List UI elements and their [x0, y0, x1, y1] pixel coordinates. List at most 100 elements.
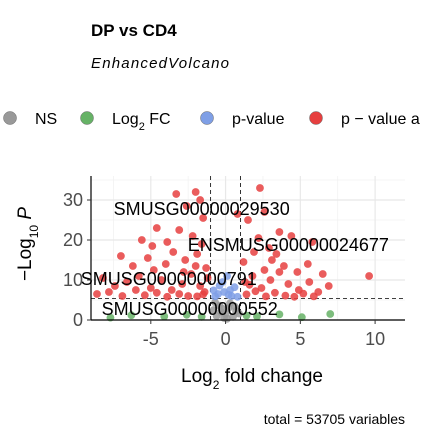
point-both	[191, 262, 200, 270]
point-both	[318, 270, 327, 278]
x-tick-label: -5	[143, 329, 159, 349]
legend-label: Log2 FC	[112, 111, 171, 133]
point-both	[184, 292, 193, 300]
point-both	[254, 234, 263, 242]
point-both	[308, 238, 317, 246]
point-both	[175, 290, 184, 298]
point-log2fc	[275, 310, 284, 319]
point-both	[179, 268, 188, 276]
point-both	[266, 276, 275, 284]
point-both	[118, 292, 127, 300]
point-both	[193, 250, 202, 258]
point-both	[203, 274, 212, 282]
legend-item-log2fc: Log2 FC	[80, 111, 171, 133]
legend-swatch	[3, 111, 17, 125]
point-both	[284, 280, 293, 288]
point-both	[196, 282, 205, 290]
point-labels: SMUSG00000029530 ENSMUSG00000024677 SMUSG0…	[81, 199, 389, 319]
point-NS	[235, 309, 243, 318]
point-both	[197, 240, 206, 248]
point-both	[188, 232, 197, 240]
point-both	[279, 262, 288, 270]
point-both	[149, 266, 158, 274]
chart-caption: total = 53705 variables	[264, 411, 405, 427]
point-both	[250, 248, 258, 256]
point-both	[248, 272, 257, 280]
point-both	[256, 184, 264, 192]
point-both	[148, 242, 157, 250]
point-both	[117, 252, 125, 260]
chart-title: DP vs CD4	[91, 21, 177, 40]
point-both	[260, 208, 269, 216]
point-both	[161, 260, 170, 268]
point-both	[128, 262, 137, 270]
legend-item-pvalue: p-value	[200, 111, 285, 128]
legend-item-NS: NS	[3, 111, 57, 128]
point-both	[251, 287, 260, 296]
point-both	[260, 266, 269, 274]
point-NS	[218, 304, 227, 313]
point-pvalue	[233, 292, 242, 301]
point-both	[187, 270, 196, 278]
point-log2fc	[160, 312, 169, 321]
legend-label: NS	[35, 111, 57, 128]
point-both	[140, 291, 149, 300]
point-both	[239, 258, 248, 266]
y-tick-label: 20	[63, 230, 83, 250]
point-both	[275, 268, 284, 276]
point-pvalue	[223, 272, 231, 280]
point-both	[131, 286, 140, 294]
point-both	[257, 284, 266, 292]
legend-label: p-value	[232, 111, 285, 128]
data-points	[93, 184, 374, 323]
point-both	[169, 248, 178, 256]
point-both	[303, 260, 312, 268]
point-log2fc	[242, 311, 251, 320]
point-both	[265, 244, 273, 252]
point-both	[167, 286, 176, 294]
point-both	[193, 292, 202, 301]
legend-swatch	[309, 111, 323, 125]
point-both	[196, 196, 205, 204]
point-both	[122, 278, 131, 286]
point-both	[275, 228, 284, 236]
point-both	[268, 256, 276, 264]
point-both	[178, 280, 187, 288]
point-both	[137, 236, 146, 244]
legend-label: p − value a	[341, 111, 420, 128]
legend-swatch	[200, 111, 214, 125]
x-tick-label: 0	[221, 329, 231, 349]
point-pvalue	[224, 290, 233, 299]
point-both	[93, 290, 101, 298]
point-both	[163, 238, 172, 246]
point-log2fc	[127, 311, 136, 320]
point-both	[181, 256, 190, 264]
point-both	[202, 264, 211, 272]
point-both	[157, 276, 166, 284]
point-log2fc	[253, 312, 261, 321]
point-both	[111, 282, 119, 290]
point-both	[99, 274, 107, 282]
point-both	[293, 268, 302, 276]
point-NS	[211, 298, 220, 307]
axes: -5 0 5 10 0 10 20 30 Log2 fold change −Log10 P	[15, 176, 405, 392]
x-tick-label: 5	[295, 329, 305, 349]
point-both	[146, 284, 155, 292]
point-both	[233, 210, 242, 218]
point-both	[172, 190, 181, 198]
point-both	[290, 292, 299, 301]
gene-label: SMUSG00000000791	[81, 269, 257, 289]
point-both	[299, 289, 308, 298]
point-both	[191, 188, 200, 196]
point-both	[105, 288, 113, 296]
gene-label: SMUSG00000000552	[102, 299, 278, 319]
gene-label: ENSMUSG00000024677	[188, 235, 389, 255]
point-log2fc	[297, 313, 306, 322]
legend-item-both: p − value a	[309, 111, 420, 128]
point-log2fc	[182, 310, 191, 319]
y-tick-label: 0	[73, 310, 83, 330]
point-both	[305, 278, 314, 286]
point-both	[262, 292, 270, 301]
point-pvalue	[215, 281, 224, 290]
